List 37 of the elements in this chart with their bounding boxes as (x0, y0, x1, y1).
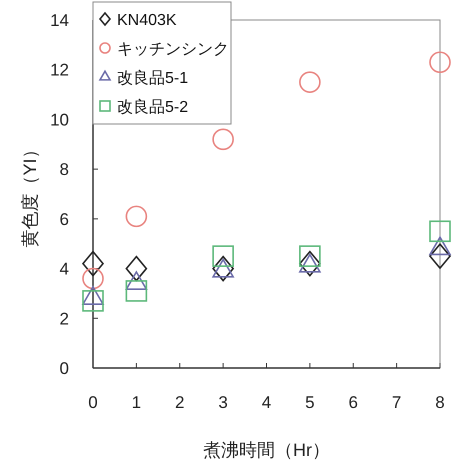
y-tick-label: 10 (50, 110, 69, 130)
point (429, 220, 451, 242)
x-tick-label: 2 (175, 393, 184, 412)
point (82, 268, 104, 290)
point (299, 71, 321, 93)
point (429, 51, 451, 74)
legend-label: キッチンシンク (117, 41, 229, 58)
point (212, 245, 234, 267)
x-axis-title: 煮沸時間（Hr） (203, 440, 330, 460)
x-tick-label: 8 (435, 393, 445, 412)
y-tick-label: 6 (60, 210, 69, 229)
x-tick-label: 6 (348, 393, 358, 412)
y-tick-label: 12 (50, 60, 69, 80)
point (429, 243, 451, 269)
legend-label: 改良品5-2 (117, 98, 188, 116)
y-tick-label: 0 (60, 359, 69, 378)
x-tick-label: 7 (392, 393, 402, 412)
point (82, 290, 104, 312)
x-tick-label: 1 (132, 393, 142, 412)
x-tick-label: 0 (88, 393, 98, 412)
point (126, 256, 148, 282)
point (82, 250, 104, 276)
y-tick-label: 14 (50, 11, 69, 30)
legend-label: 改良品5-1 (117, 69, 188, 87)
x-tick-label: 4 (262, 393, 272, 412)
y-tick-label: 4 (60, 260, 69, 279)
point (299, 250, 321, 276)
point (212, 256, 234, 282)
point (212, 128, 234, 150)
point (126, 280, 148, 302)
y-tick-label: 2 (60, 309, 69, 328)
x-tick-label: 3 (218, 393, 228, 412)
y-tick-label: 8 (60, 160, 69, 180)
y-axis-title: 黄色度（YI） (20, 140, 40, 248)
x-tick-label: 5 (305, 393, 315, 412)
point (126, 206, 148, 228)
legend-label: KN403K (117, 12, 177, 29)
